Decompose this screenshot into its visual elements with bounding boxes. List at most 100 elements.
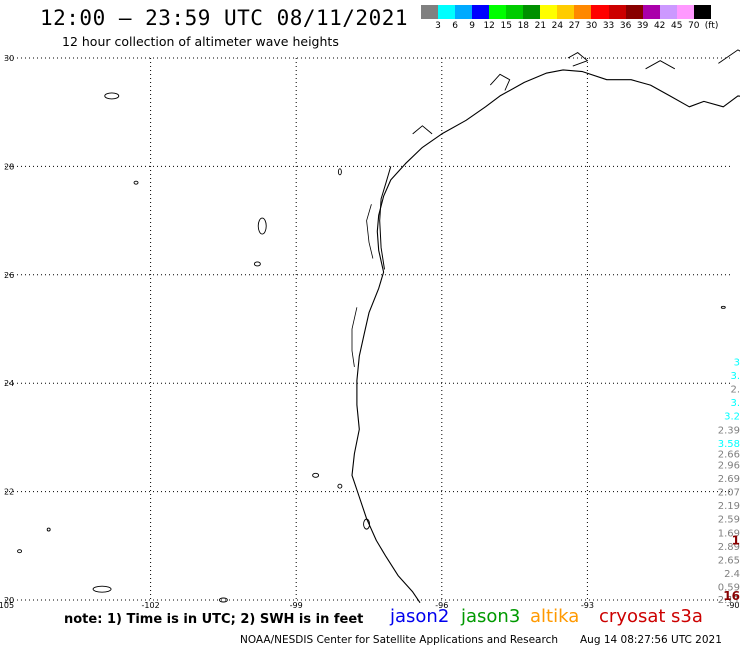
wave-height-label: 2.59 bbox=[718, 515, 740, 526]
color-scale-label: 30 bbox=[585, 21, 598, 31]
color-scale-label: 24 bbox=[551, 21, 564, 31]
wave-height-label: 2.65 bbox=[718, 555, 740, 566]
mission-label-s3a: s3a bbox=[671, 606, 703, 627]
tamiahua-lagoon bbox=[363, 518, 371, 530]
wave-height-label: 2.19 bbox=[718, 501, 740, 512]
color-scale-label: 45 bbox=[671, 21, 683, 31]
inland-lake bbox=[46, 527, 51, 532]
wave-height-label: 3 bbox=[734, 358, 740, 369]
inland-lake bbox=[218, 597, 228, 603]
latitude-labels: 30 28 26 24 22 20 bbox=[4, 54, 14, 605]
wave-height-label: 2.66 bbox=[718, 450, 740, 461]
color-swatch bbox=[625, 5, 643, 19]
longitude-label: -93 bbox=[581, 601, 594, 610]
color-scale-label: 36 bbox=[619, 21, 632, 31]
inland-lake bbox=[253, 261, 261, 267]
longitude-label: -99 bbox=[290, 601, 303, 610]
color-swatch bbox=[693, 5, 711, 19]
color-swatch bbox=[506, 5, 524, 19]
latitude-label: 20 bbox=[4, 596, 14, 605]
inland-lake bbox=[257, 217, 267, 235]
color-scale-label: 3 bbox=[435, 21, 441, 31]
bay-outline bbox=[718, 49, 740, 64]
color-swatch bbox=[642, 5, 660, 19]
offshore-island bbox=[720, 305, 726, 309]
wave-height-label: 1 bbox=[732, 533, 740, 547]
color-scale-label: 9 bbox=[469, 21, 476, 31]
inland-lake bbox=[104, 92, 120, 100]
color-swatch bbox=[608, 5, 626, 19]
laguna-madre-mexico bbox=[351, 307, 358, 367]
wave-height-label: 2.89 bbox=[718, 542, 740, 553]
longitude-label: -105 bbox=[0, 601, 14, 610]
coastline-path bbox=[351, 69, 740, 604]
color-swatch bbox=[557, 5, 575, 19]
wave-height-label: 3.58 bbox=[718, 439, 740, 450]
longitude-label: -90 bbox=[726, 601, 739, 610]
color-swatch bbox=[523, 5, 541, 19]
color-swatch-row bbox=[421, 5, 728, 19]
mission-label-jason2: jason2 bbox=[390, 606, 450, 627]
color-scale-unit: (ft) bbox=[704, 21, 719, 31]
bay-outline bbox=[489, 73, 511, 91]
wave-height-label: 16 bbox=[723, 589, 740, 603]
color-swatch bbox=[472, 5, 490, 19]
latitude-label: 26 bbox=[4, 271, 14, 280]
longitude-labels: -105 -102 -99 -96 -93 -90 bbox=[0, 601, 740, 610]
inland-lake bbox=[337, 483, 343, 489]
color-swatch bbox=[540, 5, 558, 19]
color-scale-label: 39 bbox=[636, 21, 649, 31]
longitude-label: -102 bbox=[142, 601, 160, 610]
credit-line: NOAA/NESDIS Center for Satellite Applica… bbox=[240, 634, 558, 646]
inland-lake bbox=[133, 180, 139, 185]
wave-height-label: 3. bbox=[730, 398, 740, 409]
mission-label-jason3: jason3 bbox=[461, 606, 521, 627]
wave-height-color-scale: 3 6 9 12 15 18 21 24 27 30 33 36 39 42 45 70 (ft) bbox=[421, 5, 728, 35]
color-scale-label: 21 bbox=[534, 21, 547, 31]
wave-height-label: 3.2 bbox=[724, 412, 740, 423]
color-scale-labels: 3 6 9 12 15 18 21 24 27 30 33 36 39 42 45 70 (ft) bbox=[421, 19, 728, 33]
color-scale-label: 70 bbox=[688, 21, 700, 31]
map-subtitle: 12 hour collection of altimeter wave hei… bbox=[62, 34, 339, 49]
latitude-label: 22 bbox=[4, 488, 14, 497]
color-swatch bbox=[489, 5, 507, 19]
graticule-grid bbox=[5, 57, 733, 601]
color-scale-label: 27 bbox=[568, 21, 581, 31]
bay-outline bbox=[412, 125, 433, 135]
longitude-label: -96 bbox=[435, 601, 448, 610]
generation-timestamp: Aug 14 08:27:56 UTC 2021 bbox=[580, 634, 722, 646]
laguna-madre bbox=[366, 204, 374, 259]
mission-label-altika: altika bbox=[530, 606, 580, 627]
color-swatch bbox=[455, 5, 473, 19]
latitude-label: 30 bbox=[4, 54, 14, 63]
footnote: note: 1) Time is in UTC; 2) SWH is in fe… bbox=[64, 612, 364, 627]
wave-height-track: 3 3. 2. 3. 3.2 2.39 3.582.662.96 2.69 2.07 2.19 2.… bbox=[718, 358, 740, 606]
wave-height-label: 3. bbox=[730, 371, 740, 382]
bay-outline bbox=[645, 60, 676, 70]
color-swatch bbox=[438, 5, 456, 19]
color-scale-label: 42 bbox=[653, 21, 666, 31]
latitude-label: 24 bbox=[4, 379, 14, 388]
color-swatch bbox=[676, 5, 694, 19]
wave-height-label: 2.11 bbox=[718, 595, 740, 606]
inland-lake bbox=[337, 168, 342, 176]
map-title: 12:00 – 23:59 UTC 08/11/2021 bbox=[40, 6, 409, 30]
mission-label-cryosat: cryosat bbox=[599, 606, 666, 627]
color-scale-label: 15 bbox=[500, 21, 512, 31]
bay-outline bbox=[567, 52, 589, 67]
inland-lake bbox=[17, 549, 23, 554]
wave-height-label: 2.4 bbox=[724, 569, 740, 580]
color-scale-label: 6 bbox=[452, 21, 458, 31]
inland-lake bbox=[312, 472, 320, 478]
color-scale-label: 18 bbox=[517, 21, 530, 31]
coastline bbox=[351, 69, 740, 604]
barrier-island bbox=[379, 166, 392, 270]
wave-height-label: 2.96 bbox=[718, 461, 740, 472]
offshore-islands bbox=[17, 49, 740, 603]
wave-height-label: 1.69 bbox=[718, 528, 740, 539]
lake-chapala bbox=[92, 585, 112, 593]
wave-height-label: 2.39 bbox=[718, 425, 740, 436]
color-scale-label: 12 bbox=[483, 21, 495, 31]
color-swatch bbox=[574, 5, 592, 19]
